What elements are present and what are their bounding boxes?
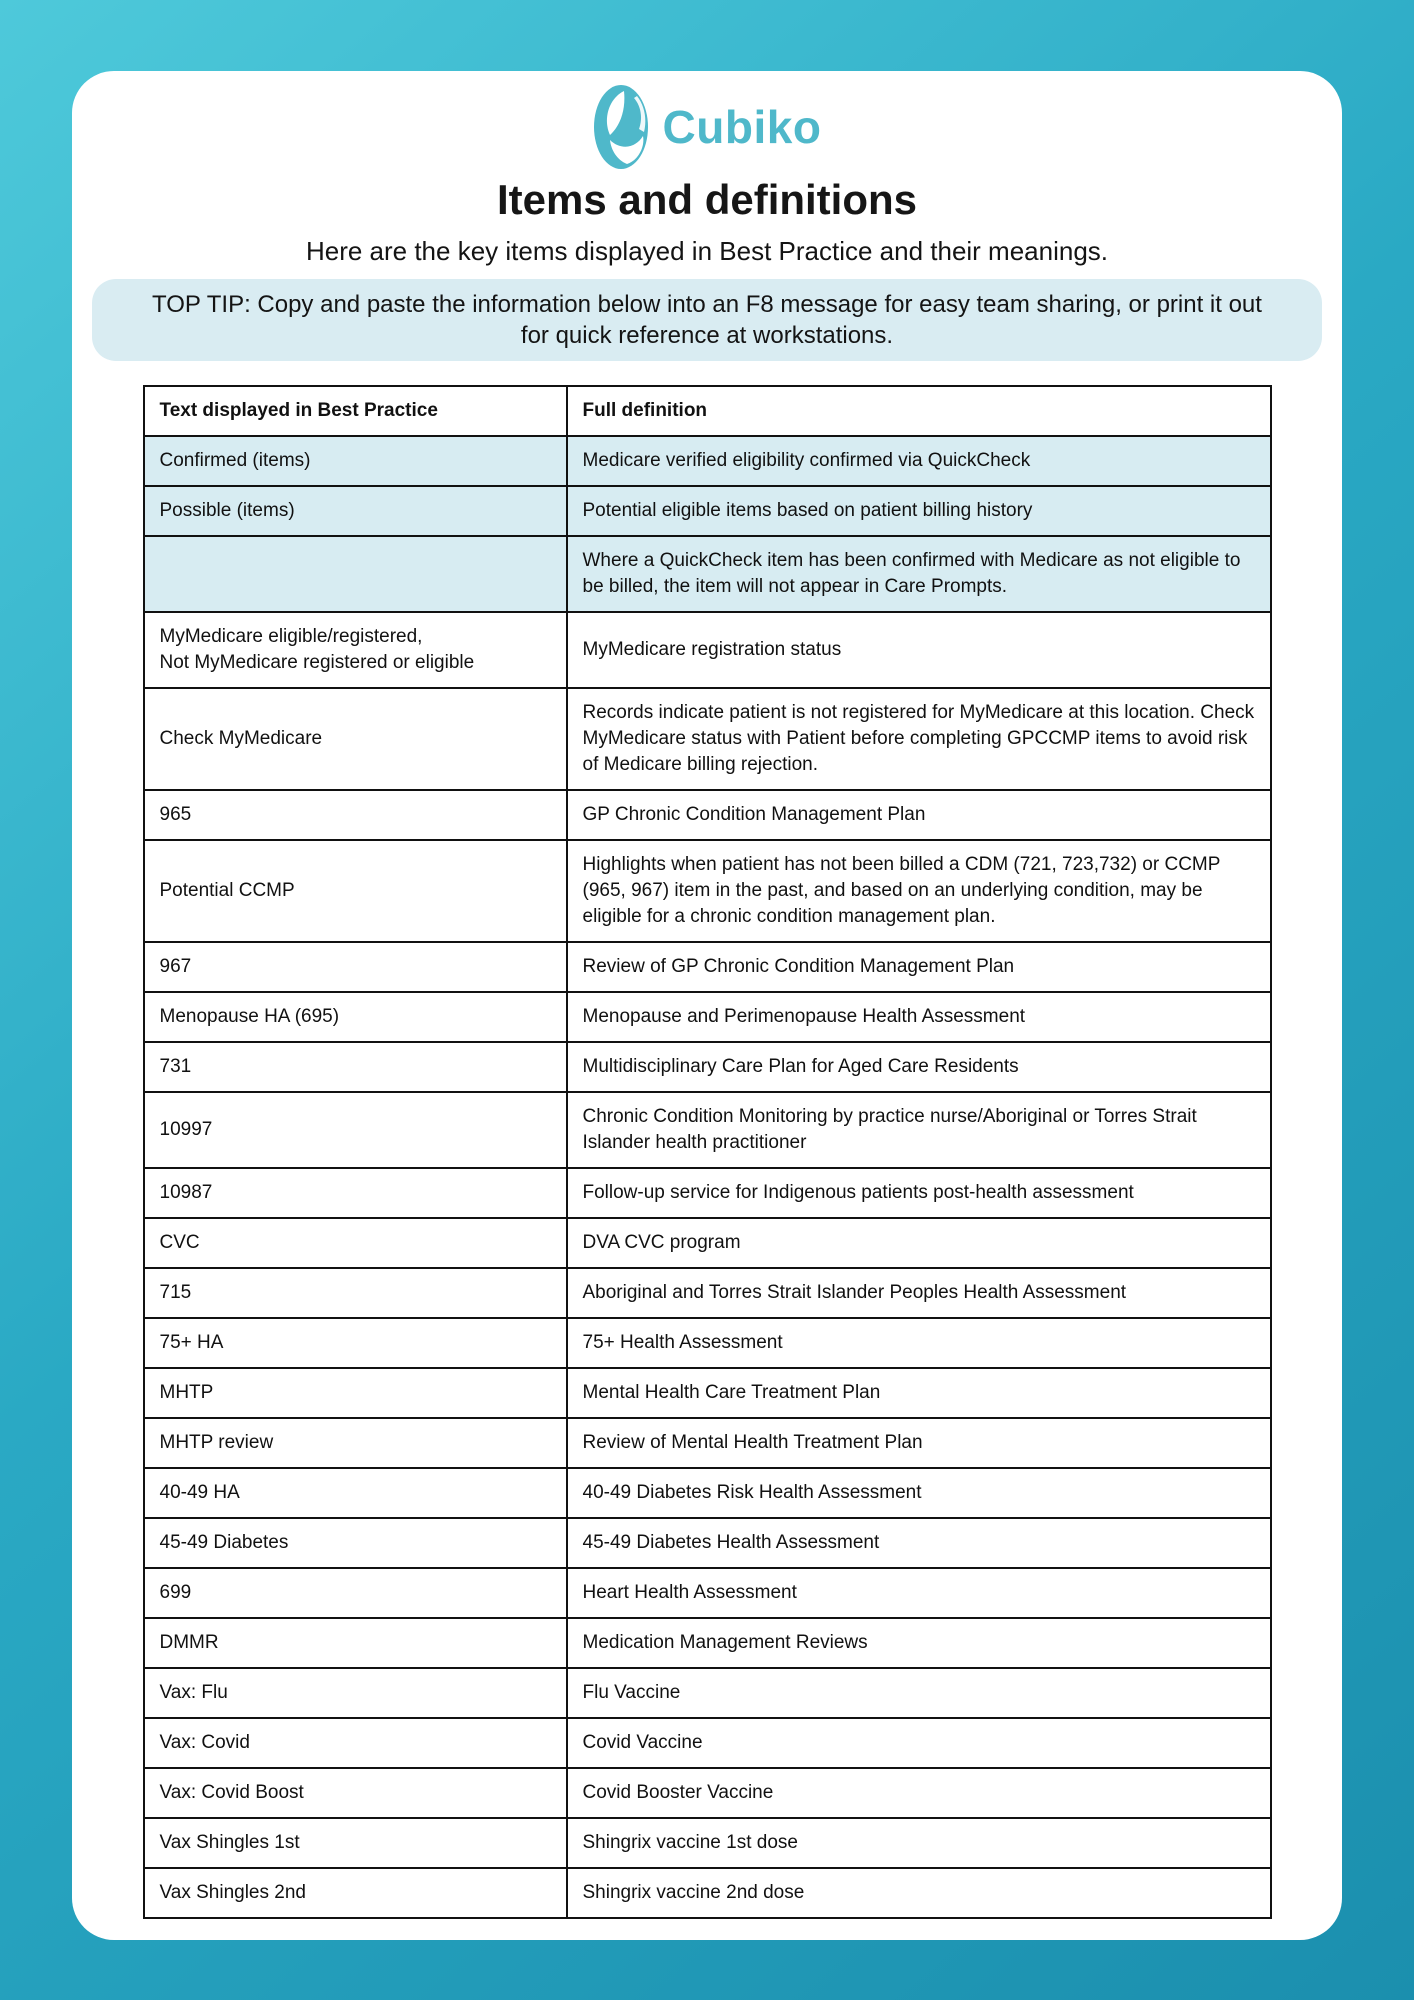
term-cell: Check MyMedicare	[142, 687, 568, 791]
items-table-body: Confirmed (items) Medicare verified eligi…	[142, 435, 1272, 1919]
definition-cell: GP Chronic Condition Management Plan	[565, 789, 1272, 841]
term-cell: CVC	[142, 1217, 568, 1269]
table-row: Vax: Covid Boost Covid Booster Vaccine	[142, 1767, 1272, 1819]
term-cell: Vax: Covid Boost	[142, 1767, 568, 1819]
column-header-definition: Full definition	[565, 385, 1272, 437]
term-cell: 45-49 Diabetes	[142, 1517, 568, 1569]
table-row: MyMedicare eligible/registered, Not MyMe…	[142, 611, 1272, 689]
term-cell: Possible (items)	[142, 485, 568, 537]
definition-cell: Medicare verified eligibility confirmed …	[565, 435, 1272, 487]
page-title: Items and definitions	[496, 176, 918, 223]
table-header-row: Text displayed in Best Practice Full def…	[142, 385, 1272, 437]
definition-cell: Covid Vaccine	[565, 1717, 1272, 1769]
definition-cell: Aboriginal and Torres Strait Islander Pe…	[565, 1267, 1272, 1319]
table-row: 10987 Follow-up service for Indigenous pa…	[142, 1167, 1272, 1219]
definition-cell: Shingrix vaccine 2nd dose	[565, 1867, 1272, 1919]
term-cell: 965	[142, 789, 568, 841]
definition-cell: Mental Health Care Treatment Plan	[565, 1367, 1272, 1419]
term-cell: 967	[142, 941, 568, 993]
term-cell: Vax Shingles 2nd	[142, 1867, 568, 1919]
table-row: 699 Heart Health Assessment	[142, 1567, 1272, 1619]
term-cell: DMMR	[142, 1617, 568, 1669]
definition-cell: Covid Booster Vaccine	[565, 1767, 1272, 1819]
definition-cell: Medication Management Reviews	[565, 1617, 1272, 1669]
definition-cell: 40-49 Diabetes Risk Health Assessment	[565, 1467, 1272, 1519]
logo-row: Cubiko	[72, 83, 1342, 171]
term-cell: 10987	[142, 1167, 568, 1219]
definition-cell: Menopause and Perimenopause Health Asses…	[565, 991, 1272, 1043]
definition-cell: 45-49 Diabetes Health Assessment	[565, 1517, 1272, 1569]
definition-cell: Follow-up service for Indigenous patient…	[565, 1167, 1272, 1219]
term-cell: 75+ HA	[142, 1317, 568, 1369]
page-subtitle: Here are the key items displayed in Best…	[305, 236, 1109, 266]
table-row: 965 GP Chronic Condition Management Plan	[142, 789, 1272, 841]
term-cell: 731	[142, 1041, 568, 1093]
table-row: MHTP Mental Health Care Treatment Plan	[142, 1367, 1272, 1419]
table-row: 10997 Chronic Condition Monitoring by pra…	[142, 1091, 1272, 1169]
table-row: 967 Review of GP Chronic Condition Manage…	[142, 941, 1272, 993]
table-row: Confirmed (items) Medicare verified eligi…	[142, 435, 1272, 487]
definition-cell: Shingrix vaccine 1st dose	[565, 1817, 1272, 1869]
table-row: Vax Shingles 1st Shingrix vaccine 1st dos…	[142, 1817, 1272, 1869]
definition-cell: Chronic Condition Monitoring by practice…	[565, 1091, 1272, 1169]
table-row: 75+ HA 75+ Health Assessment	[142, 1317, 1272, 1369]
logo-text: Cubiko	[662, 101, 822, 153]
definition-cell: Review of GP Chronic Condition Managemen…	[565, 941, 1272, 993]
term-cell: 699	[142, 1567, 568, 1619]
definition-cell: Review of Mental Health Treatment Plan	[565, 1417, 1272, 1469]
top-tip-box: TOP TIP: Copy and paste the information …	[92, 279, 1322, 361]
term-cell: Confirmed (items)	[142, 435, 568, 487]
definition-cell: Multidisciplinary Care Plan for Aged Car…	[565, 1041, 1272, 1093]
term-cell: 715	[142, 1267, 568, 1319]
table-row: Check MyMedicare Records indicate patient…	[142, 687, 1272, 791]
term-cell: Vax Shingles 1st	[142, 1817, 568, 1869]
cubiko-logo-icon	[593, 84, 649, 170]
items-definitions-table: Text displayed in Best Practice Full def…	[142, 385, 1272, 1919]
term-cell: 40-49 HA	[142, 1467, 568, 1519]
content-card: Cubiko Items and definitions Here are th…	[72, 71, 1342, 1940]
definition-cell: Records indicate patient is not register…	[565, 687, 1272, 791]
table-row: 715 Aboriginal and Torres Strait Islander…	[142, 1267, 1272, 1319]
table-row: Possible (items) Potential eligible items…	[142, 485, 1272, 537]
definition-cell: Potential eligible items based on patien…	[565, 485, 1272, 537]
table-row: 40-49 HA 40-49 Diabetes Risk Health Asses…	[142, 1467, 1272, 1519]
term-cell: 10997	[142, 1091, 568, 1169]
table-row: Vax Shingles 2nd Shingrix vaccine 2nd dos…	[142, 1867, 1272, 1919]
definition-cell: 75+ Health Assessment	[565, 1317, 1272, 1369]
term-cell: MyMedicare eligible/registered, Not MyMe…	[142, 611, 568, 689]
column-header-term: Text displayed in Best Practice	[142, 385, 568, 437]
term-cell: Menopause HA (695)	[142, 991, 568, 1043]
definition-cell: Where a QuickCheck item has been confirm…	[565, 535, 1272, 613]
term-cell	[142, 535, 568, 613]
definition-cell: Highlights when patient has not been bil…	[565, 839, 1272, 943]
definition-cell: MyMedicare registration status	[565, 611, 1272, 689]
table-row: Where a QuickCheck item has been confirm…	[142, 535, 1272, 613]
table-row: 45-49 Diabetes 45-49 Diabetes Health Asse…	[142, 1517, 1272, 1569]
table-row: CVC DVA CVC program	[142, 1217, 1272, 1269]
table-row: MHTP review Review of Mental Health Treat…	[142, 1417, 1272, 1469]
table-row: Vax: Flu Flu Vaccine	[142, 1667, 1272, 1719]
term-cell: MHTP	[142, 1367, 568, 1419]
table-row: DMMR Medication Management Reviews	[142, 1617, 1272, 1669]
definition-cell: DVA CVC program	[565, 1217, 1272, 1269]
table-row: Menopause HA (695) Menopause and Perimeno…	[142, 991, 1272, 1043]
term-cell: Potential CCMP	[142, 839, 568, 943]
term-cell: MHTP review	[142, 1417, 568, 1469]
term-cell: Vax: Covid	[142, 1717, 568, 1769]
table-row: 731 Multidisciplinary Care Plan for Aged …	[142, 1041, 1272, 1093]
definition-cell: Flu Vaccine	[565, 1667, 1272, 1719]
table-row: Potential CCMP Highlights when patient ha…	[142, 839, 1272, 943]
definition-cell: Heart Health Assessment	[565, 1567, 1272, 1619]
term-cell: Vax: Flu	[142, 1667, 568, 1719]
table-row: Vax: Covid Covid Vaccine	[142, 1717, 1272, 1769]
